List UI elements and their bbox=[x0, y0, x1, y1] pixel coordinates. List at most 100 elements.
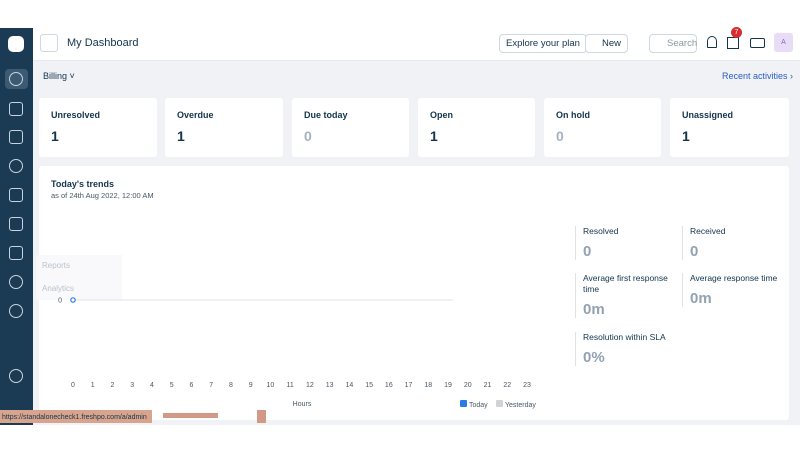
legend-swatch bbox=[460, 400, 467, 407]
overlay-menu bbox=[36, 255, 122, 300]
stat-value: 0 bbox=[690, 243, 699, 260]
card-label: Unassigned bbox=[682, 110, 734, 120]
stat-card[interactable]: Unresolved 1 bbox=[39, 98, 157, 157]
x-tick-label: 21 bbox=[484, 382, 492, 389]
x-tick-label: 13 bbox=[326, 382, 334, 389]
stat-label: Received bbox=[690, 226, 726, 236]
stat-label: Resolved bbox=[583, 226, 619, 236]
legend-swatch bbox=[496, 400, 503, 407]
stat-value: 0m bbox=[583, 301, 605, 318]
status-bar bbox=[0, 410, 152, 423]
x-tick-label: 9 bbox=[249, 382, 253, 389]
avatar[interactable]: A bbox=[774, 33, 793, 52]
explore-button[interactable]: Explore your plan bbox=[499, 34, 587, 53]
nav-reports[interactable] bbox=[9, 246, 23, 260]
card-value: 1 bbox=[430, 128, 438, 144]
nav-solutions[interactable] bbox=[9, 188, 23, 202]
logo[interactable] bbox=[8, 36, 24, 52]
x-tick-label: 5 bbox=[170, 382, 174, 389]
x-tick-label: 17 bbox=[405, 382, 413, 389]
card-label: Due today bbox=[304, 110, 348, 120]
y-tick-label: 0 bbox=[58, 298, 62, 305]
nav-tickets[interactable] bbox=[9, 102, 23, 116]
recent-label: Recent activities bbox=[721, 71, 788, 81]
scroll-thumb bbox=[257, 410, 266, 423]
search-box[interactable]: Search bbox=[649, 34, 697, 53]
bell-icon[interactable] bbox=[707, 36, 717, 48]
x-tick-label: 1 bbox=[91, 382, 95, 389]
stat-card[interactable]: Overdue 1 bbox=[165, 98, 283, 157]
card-label: Unresolved bbox=[51, 110, 101, 120]
x-tick-label: 23 bbox=[523, 382, 531, 389]
trends-subtitle: as of 24th Aug 2022, 12:00 AM bbox=[51, 191, 154, 200]
nav-dashboard[interactable] bbox=[9, 72, 23, 86]
stat-label: Resolution within SLA bbox=[583, 332, 666, 342]
filter-dropdown[interactable]: Billing ˅ bbox=[43, 71, 75, 81]
stat: Average response time 0m bbox=[682, 273, 780, 307]
stat-label: Average response time bbox=[690, 273, 778, 283]
recent-link[interactable]: Recent activities › bbox=[721, 71, 793, 81]
filter-label: Billing bbox=[43, 71, 68, 81]
header: My Dashboard Explore your plan New Searc… bbox=[33, 27, 800, 61]
nav-contacts[interactable] bbox=[9, 130, 23, 144]
trends-panel: Today's trends as of 24th Aug 2022, 12:0… bbox=[39, 166, 789, 420]
status-url: https://standalonecheck1.freshpo.com/a/a… bbox=[2, 414, 147, 421]
stat-card[interactable]: Unassigned 1 bbox=[670, 98, 789, 157]
trends-title: Today's trends bbox=[51, 179, 114, 189]
card-label: Overdue bbox=[177, 110, 214, 120]
x-axis-title: Hours bbox=[293, 401, 312, 408]
overlay-item: Reports bbox=[42, 261, 70, 270]
x-tick-label: 14 bbox=[345, 382, 353, 389]
x-tick-label: 3 bbox=[130, 382, 134, 389]
legend-label: Today bbox=[469, 402, 488, 409]
main: Billing ˅ Recent activities › Unresolved… bbox=[33, 61, 800, 425]
card-label: Open bbox=[430, 110, 454, 120]
card-value: 1 bbox=[177, 128, 185, 144]
stat: Resolution within SLA 0% bbox=[575, 332, 673, 366]
gift-icon[interactable] bbox=[727, 37, 739, 49]
apps-icon[interactable] bbox=[750, 38, 765, 48]
new-button[interactable]: New bbox=[585, 34, 629, 53]
card-label: On hold bbox=[556, 110, 590, 120]
stat-card[interactable]: On hold 0 bbox=[544, 98, 661, 157]
nav-chat[interactable] bbox=[9, 275, 23, 289]
data-point bbox=[70, 297, 76, 303]
stat-card[interactable]: Due today 0 bbox=[292, 98, 409, 157]
stat-card[interactable]: Open 1 bbox=[418, 98, 535, 157]
x-tick-label: 6 bbox=[189, 382, 193, 389]
x-tick-label: 15 bbox=[365, 382, 373, 389]
x-tick-label: 12 bbox=[306, 382, 314, 389]
scroll-indicator bbox=[163, 413, 218, 418]
overlay-item: Analytics bbox=[42, 284, 74, 293]
x-tick-label: 16 bbox=[385, 382, 393, 389]
stat: Average first response time 0m bbox=[575, 273, 673, 318]
x-tick-label: 10 bbox=[266, 382, 274, 389]
stat: Resolved 0 bbox=[575, 226, 673, 260]
nav-groups[interactable] bbox=[9, 159, 23, 173]
stat-label: Average first response time bbox=[583, 273, 668, 294]
page-title: My Dashboard bbox=[67, 37, 139, 49]
badge: 7 bbox=[731, 27, 742, 38]
x-tick-label: 18 bbox=[424, 382, 432, 389]
stat: Received 0 bbox=[682, 226, 780, 260]
stat-value: 0m bbox=[690, 290, 712, 307]
nav-help[interactable] bbox=[9, 369, 23, 383]
x-tick-label: 2 bbox=[111, 382, 115, 389]
nav-forums[interactable] bbox=[9, 217, 23, 231]
sidebar bbox=[0, 28, 33, 425]
x-tick-label: 4 bbox=[150, 382, 154, 389]
x-tick-label: 20 bbox=[464, 382, 472, 389]
x-tick-label: 22 bbox=[503, 382, 511, 389]
legend-label: Yesterday bbox=[505, 402, 536, 409]
card-value: 1 bbox=[51, 128, 59, 144]
x-tick-label: 0 bbox=[71, 382, 75, 389]
x-tick-label: 19 bbox=[444, 382, 452, 389]
stat-value: 0 bbox=[583, 243, 592, 260]
menu-toggle[interactable] bbox=[40, 34, 58, 52]
card-value: 1 bbox=[682, 128, 690, 144]
card-value: 0 bbox=[304, 128, 312, 144]
nav-admin[interactable] bbox=[9, 304, 23, 318]
card-value: 0 bbox=[556, 128, 564, 144]
